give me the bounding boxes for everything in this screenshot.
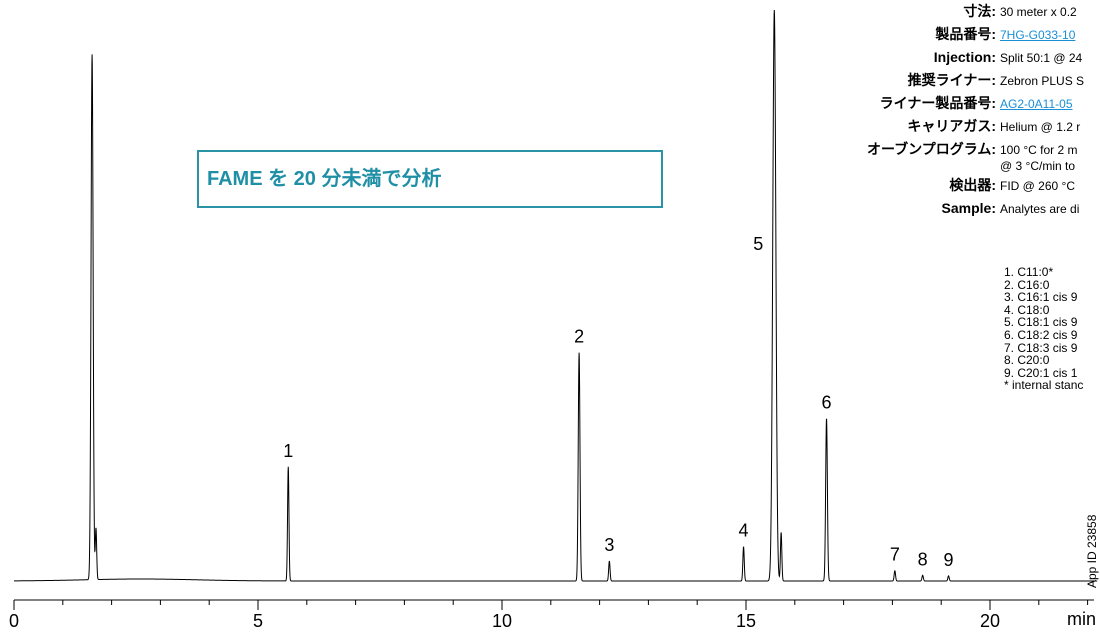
condition-label: 検出器: — [949, 177, 996, 193]
condition-liner: 推奨ライナー: Zebron PLUS S — [790, 71, 1100, 90]
condition-injection: Injection: Split 50:1 @ 24 — [790, 48, 1100, 67]
analyte-item: 5. C18:1 cis 9 — [1004, 315, 1078, 330]
analyte-item: 1. C11:0* — [1004, 266, 1054, 279]
x-tick-label: 15 — [736, 611, 756, 631]
x-tick-label: 20 — [980, 611, 1000, 631]
peak-label: 7 — [890, 545, 900, 565]
condition-oven-program: オーブンプログラム: 100 °C for 2 m @ 3 °C/min to — [790, 140, 1100, 173]
condition-value: Zebron PLUS S — [1000, 74, 1085, 88]
analyte-item: 7. C18:3 cis 9 — [1004, 340, 1078, 355]
condition-label: ライナー製品番号: — [879, 95, 996, 111]
peak-label: 4 — [739, 521, 749, 541]
callout-text: FAME を 20 分未満で分析 — [207, 168, 442, 190]
app-id: App ID 23858 — [1085, 514, 1099, 588]
peak-label: 8 — [918, 549, 928, 569]
peak-labels: 1 2 3 4 5 6 7 8 9 — [283, 234, 953, 570]
condition-value: Split 50:1 @ 24 — [1000, 51, 1083, 65]
condition-part-number: 製品番号: 7HG-G033-10 — [790, 25, 1100, 44]
condition-label: 製品番号: — [935, 26, 996, 42]
chromatogram-trace — [14, 9, 1098, 582]
condition-value: 30 meter x 0.2 — [1000, 5, 1077, 19]
condition-label: Sample: — [941, 200, 996, 216]
condition-liner-part-number: ライナー製品番号: AG2-0A11-05 — [790, 94, 1100, 113]
x-axis-unit-label: min — [1067, 609, 1097, 629]
analyte-item: 3. C16:1 cis 9 — [1004, 290, 1078, 305]
condition-label: 寸法: — [963, 3, 996, 19]
peak-label: 9 — [944, 550, 954, 570]
condition-dimensions: 寸法: 30 meter x 0.2 — [790, 2, 1100, 21]
analyte-item: 2. C16:0 — [1004, 277, 1050, 292]
x-tick-label: 10 — [492, 611, 512, 631]
x-tick-label: 5 — [253, 611, 263, 631]
condition-value-line2: @ 3 °C/min to — [1000, 159, 1075, 173]
condition-detector: 検出器: FID @ 260 °C — [790, 176, 1100, 195]
peak-label: 3 — [604, 535, 614, 555]
condition-label: キャリアガス: — [907, 118, 996, 134]
condition-value: FID @ 260 °C — [1000, 179, 1075, 193]
condition-value: Analytes are di — [1000, 202, 1080, 216]
analyte-list: 1. C11:0* 2. C16:0 3. C16:1 cis 9 4. C18… — [1004, 266, 1100, 392]
x-tick-label: 0 — [9, 611, 19, 631]
condition-label: 推奨ライナー: — [907, 72, 996, 88]
peak-label: 1 — [283, 441, 293, 461]
analyte-footnote: * internal stanc — [1004, 378, 1084, 392]
condition-carrier-gas: キャリアガス: Helium @ 1.2 r — [790, 117, 1100, 136]
condition-value: Helium @ 1.2 r — [1000, 120, 1081, 134]
callout-box: FAME を 20 分未満で分析 — [197, 150, 663, 208]
peak-label: 6 — [822, 392, 832, 412]
part-number-link[interactable]: 7HG-G033-10 — [1000, 28, 1076, 42]
analyte-item: 4. C18:0 — [1004, 302, 1050, 317]
peak-label: 2 — [574, 327, 584, 347]
analyte-item: 6. C18:2 cis 9 — [1004, 327, 1078, 342]
x-axis-ticks: 0 5 10 15 20 — [9, 600, 1089, 631]
condition-label: Injection: — [933, 49, 996, 65]
condition-sample: Sample: Analytes are di — [790, 199, 1100, 218]
peak-label: 5 — [753, 234, 763, 254]
analyte-item: 9. C20:1 cis 1 — [1004, 365, 1078, 380]
liner-part-number-link[interactable]: AG2-0A11-05 — [1000, 97, 1073, 111]
analyte-item: 8. C20:0 — [1004, 353, 1050, 368]
conditions-panel: 寸法: 30 meter x 0.2 製品番号: 7HG-G033-10 Inj… — [790, 2, 1100, 222]
condition-value: 100 °C for 2 m — [1000, 143, 1078, 157]
condition-label: オーブンプログラム: — [867, 141, 996, 157]
